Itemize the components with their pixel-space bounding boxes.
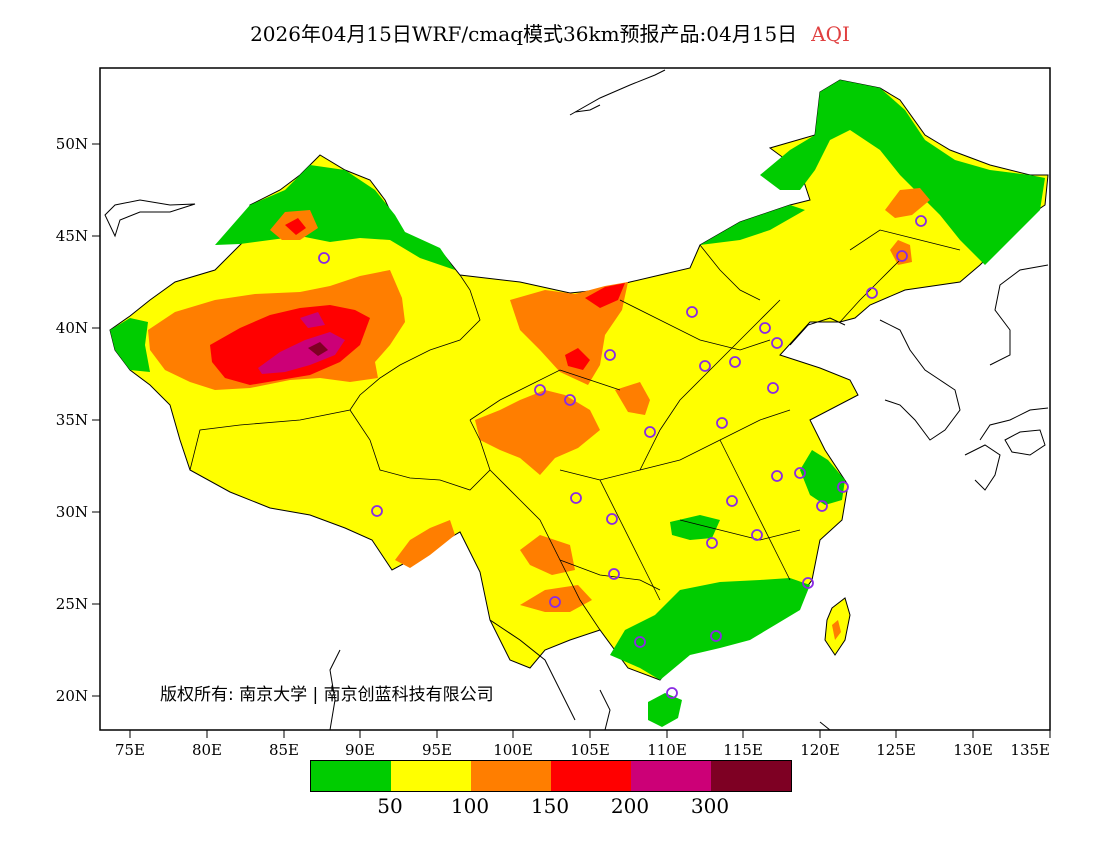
aqi-magenta-core-2 (300, 312, 325, 328)
aqi-legend-bar (310, 760, 792, 792)
legend-swatch (631, 761, 711, 791)
legend-label: 300 (690, 794, 730, 818)
lat-label: 30N (56, 503, 88, 521)
legend-swatch (471, 761, 551, 791)
aqi-orange-northeast (885, 188, 930, 218)
lon-label: 115E (723, 741, 763, 759)
lon-label: 80E (192, 741, 222, 759)
aqi-green-central (670, 515, 720, 540)
lat-label: 25N (56, 595, 88, 613)
map-layers (104, 69, 1049, 730)
aqi-orange-north (510, 282, 628, 385)
province-boundaries (189, 229, 961, 631)
lat-label: 50N (56, 135, 88, 153)
legend-swatch (551, 761, 631, 791)
legend-label: 50 (377, 794, 403, 818)
lon-label: 105E (570, 741, 610, 759)
legend-swatch (391, 761, 471, 791)
lon-axis (129, 730, 1051, 738)
lat-label: 45N (56, 227, 88, 245)
legend-label: 150 (530, 794, 570, 818)
lon-label: 135E (1010, 741, 1050, 759)
aqi-magenta-core (258, 332, 345, 374)
lat-label: 40N (56, 319, 88, 337)
aqi-green-northeast (760, 80, 1045, 265)
aqi-orange-yunnan (520, 585, 592, 612)
lon-label: 100E (493, 741, 533, 759)
lon-label: 130E (953, 741, 993, 759)
aqi-green-east (800, 450, 845, 505)
aqi-orange-shanxi (615, 382, 650, 415)
lat-label: 20N (56, 687, 88, 705)
aqi-orange-qinghai (475, 390, 600, 475)
map-title: 2026年04月15日WRF/cmaq模式36km预报产品:04月15日 AQI (0, 18, 1100, 47)
lon-label: 125E (876, 741, 916, 759)
aqi-orange-taiwan (832, 620, 841, 640)
legend-labels: 50 100 150 200 300 (0, 794, 1100, 818)
copyright-notice: 版权所有: 南京大学 | 南京创蓝科技有限公司 (160, 685, 494, 705)
lat-label: 35N (56, 411, 88, 429)
aqi-orange-sichuan (520, 535, 575, 575)
aqi-darkred-core (308, 342, 328, 356)
title-quantity: AQI (811, 22, 850, 46)
lat-axis (92, 143, 100, 697)
aqi-orange-tibet-south (395, 520, 455, 568)
aqi-red-taklimakan (210, 305, 370, 385)
map-frame (99, 67, 1051, 731)
city-markers (318, 215, 927, 699)
neighbor-coastlines (104, 69, 1049, 730)
aqi-red-ningxia (565, 348, 590, 370)
aqi-green-westedge (110, 318, 150, 372)
legend-swatch (311, 761, 391, 791)
legend-label: 100 (450, 794, 490, 818)
lon-label: 120E (800, 741, 840, 759)
aqi-green-xinjiang (215, 165, 455, 270)
aqi-red-junggar (285, 218, 306, 235)
aqi-green-south (610, 578, 810, 680)
lon-label: 110E (647, 741, 687, 759)
legend-swatch (711, 761, 791, 791)
aqi-red-north (585, 283, 625, 308)
lon-label: 95E (422, 741, 452, 759)
title-text: 2026年04月15日WRF/cmaq模式36km预报产品:04月15日 (250, 22, 798, 46)
lon-label: 75E (115, 741, 145, 759)
legend-label: 200 (610, 794, 650, 818)
lon-label: 85E (269, 741, 299, 759)
aqi-green-hainan (648, 693, 682, 727)
aqi-green-innermongolia (700, 205, 805, 245)
lon-label: 90E (345, 741, 375, 759)
